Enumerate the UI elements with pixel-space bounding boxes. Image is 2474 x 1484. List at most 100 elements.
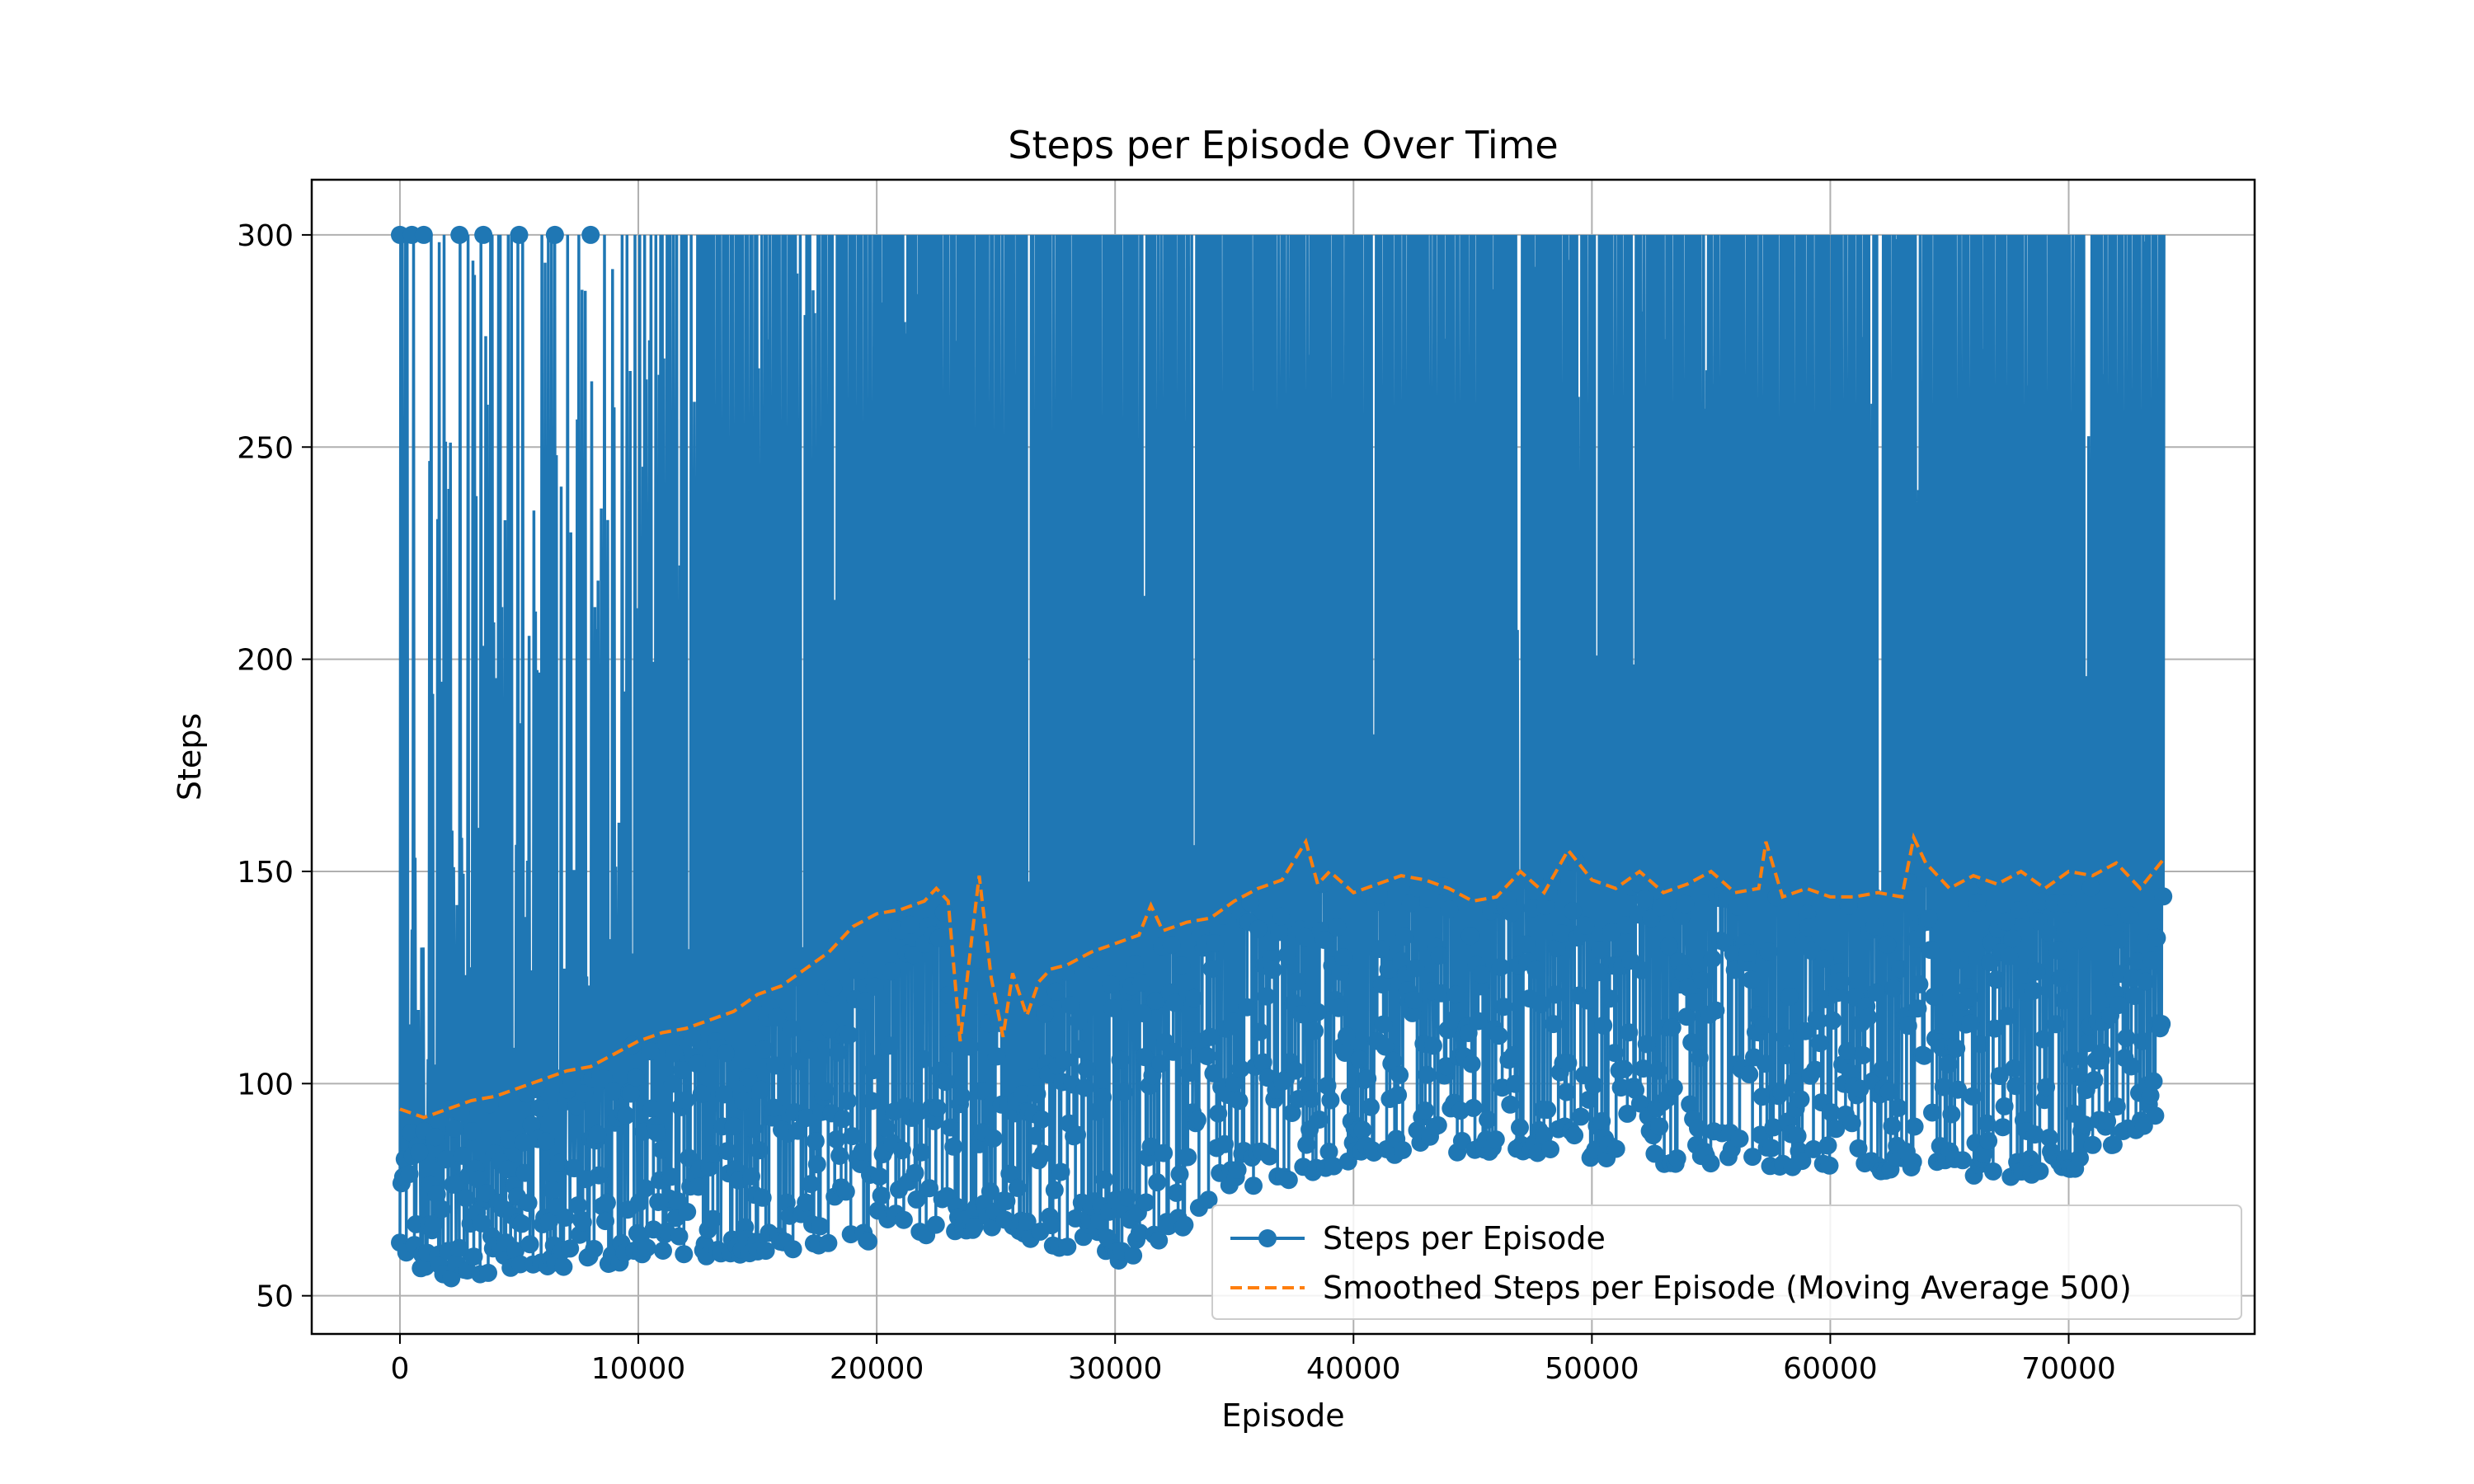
steps-point <box>1827 1120 1846 1139</box>
steps-point <box>984 1129 1003 1148</box>
steps-point <box>1486 1130 1505 1149</box>
steps-point <box>2125 987 2144 1005</box>
steps-point <box>1920 909 1939 928</box>
steps-point <box>1615 1059 1634 1078</box>
steps-point <box>1682 1033 1701 1052</box>
steps-point <box>1676 895 1695 913</box>
steps-point <box>859 1232 878 1251</box>
steps-point <box>1602 923 1620 942</box>
steps-point <box>596 1212 614 1231</box>
y-axis-ticks: 50 100 150 200 250 300 <box>237 219 312 1314</box>
steps-point <box>877 1119 896 1138</box>
steps-point <box>1743 1148 1762 1167</box>
steps-point <box>1223 1012 1242 1031</box>
steps-point <box>1693 971 1712 990</box>
steps-point <box>1315 931 1333 949</box>
steps-point <box>1600 989 1619 1008</box>
steps-point <box>1998 1007 2017 1026</box>
steps-point <box>1536 896 1555 915</box>
steps-point <box>1199 1190 1218 1209</box>
steps-point <box>1094 1087 1112 1106</box>
steps-point <box>1389 1086 1408 1105</box>
steps-point <box>1997 912 2015 931</box>
steps-point <box>1565 1126 1584 1145</box>
steps-point <box>451 1103 470 1122</box>
steps-point <box>800 1040 819 1059</box>
steps-point <box>629 1193 648 1212</box>
steps-point <box>1353 1120 1372 1139</box>
steps-point <box>1131 973 1150 992</box>
steps-point <box>445 1119 464 1138</box>
steps-point <box>971 1082 990 1101</box>
steps-point <box>1571 1107 1590 1126</box>
steps-point <box>1934 1078 1953 1097</box>
steps-point <box>1440 899 1459 918</box>
steps-point <box>1376 1037 1395 1056</box>
steps-point <box>1503 904 1522 923</box>
steps-point <box>510 225 529 244</box>
steps-point <box>1023 1068 1042 1087</box>
steps-point <box>1738 943 1757 962</box>
steps-point <box>1009 1178 1027 1197</box>
steps-point <box>573 1213 592 1232</box>
steps-point <box>2098 1112 2117 1131</box>
steps-point <box>1279 1171 1298 1190</box>
steps-point <box>1296 928 1315 946</box>
steps-point <box>806 1132 825 1151</box>
steps-point <box>2003 929 2022 948</box>
steps-point <box>1910 974 1929 993</box>
steps-point <box>2146 1106 2165 1125</box>
smoothed-series-line <box>399 832 2166 1120</box>
steps-point <box>1606 1139 1625 1158</box>
steps-point <box>1791 1090 1810 1109</box>
steps-point <box>1167 1183 1186 1202</box>
steps-point <box>1921 941 1940 960</box>
steps-point <box>1939 1054 1958 1073</box>
steps-point <box>1849 1139 1868 1158</box>
steps-point <box>764 1098 783 1117</box>
steps-point <box>1968 893 1987 912</box>
steps-point <box>469 1170 488 1189</box>
steps-point <box>2122 1057 2141 1076</box>
steps-point <box>1272 907 1291 926</box>
steps-point <box>2051 969 2070 988</box>
steps-point <box>1230 1092 1249 1111</box>
steps-point <box>1983 1162 2002 1181</box>
x-axis-label: Episode <box>1221 1397 1344 1434</box>
axes-frame <box>310 178 2256 1336</box>
steps-point <box>1047 982 1065 1001</box>
steps-point <box>1730 1129 1749 1148</box>
steps-point <box>1244 1176 1263 1195</box>
steps-point <box>811 1217 830 1236</box>
steps-point <box>1257 987 1276 1006</box>
steps-point <box>717 1142 736 1161</box>
steps-point <box>1051 1162 1070 1181</box>
steps-point <box>1780 987 1799 1006</box>
steps-point <box>1201 1027 1220 1046</box>
steps-point <box>2044 894 2063 913</box>
steps-point <box>1175 1215 1194 1234</box>
steps-point <box>1026 1126 1045 1145</box>
steps-point <box>424 1214 443 1233</box>
steps-point <box>907 1190 926 1209</box>
steps-point <box>1762 1139 1781 1158</box>
steps-point <box>566 1159 584 1177</box>
steps-point <box>1637 1035 1656 1054</box>
x-tick-label: 30000 <box>1068 1352 1163 1386</box>
steps-point <box>604 1082 623 1101</box>
steps-point <box>1018 1212 1037 1231</box>
steps-point <box>1701 1154 1720 1173</box>
steps-point <box>892 1141 911 1160</box>
steps-point <box>1087 1102 1106 1121</box>
steps-point <box>479 1263 497 1282</box>
steps-point <box>2142 951 2161 970</box>
steps-point <box>2154 887 2173 906</box>
steps-point <box>437 1149 456 1168</box>
steps-point <box>904 946 923 965</box>
steps-point <box>1299 1076 1318 1095</box>
steps-point <box>1034 1144 1053 1163</box>
steps-point <box>1810 1034 1829 1053</box>
steps-point <box>2037 1078 2056 1097</box>
chart-title: Steps per Episode Over Time <box>1008 123 1558 167</box>
steps-point <box>802 1175 820 1194</box>
